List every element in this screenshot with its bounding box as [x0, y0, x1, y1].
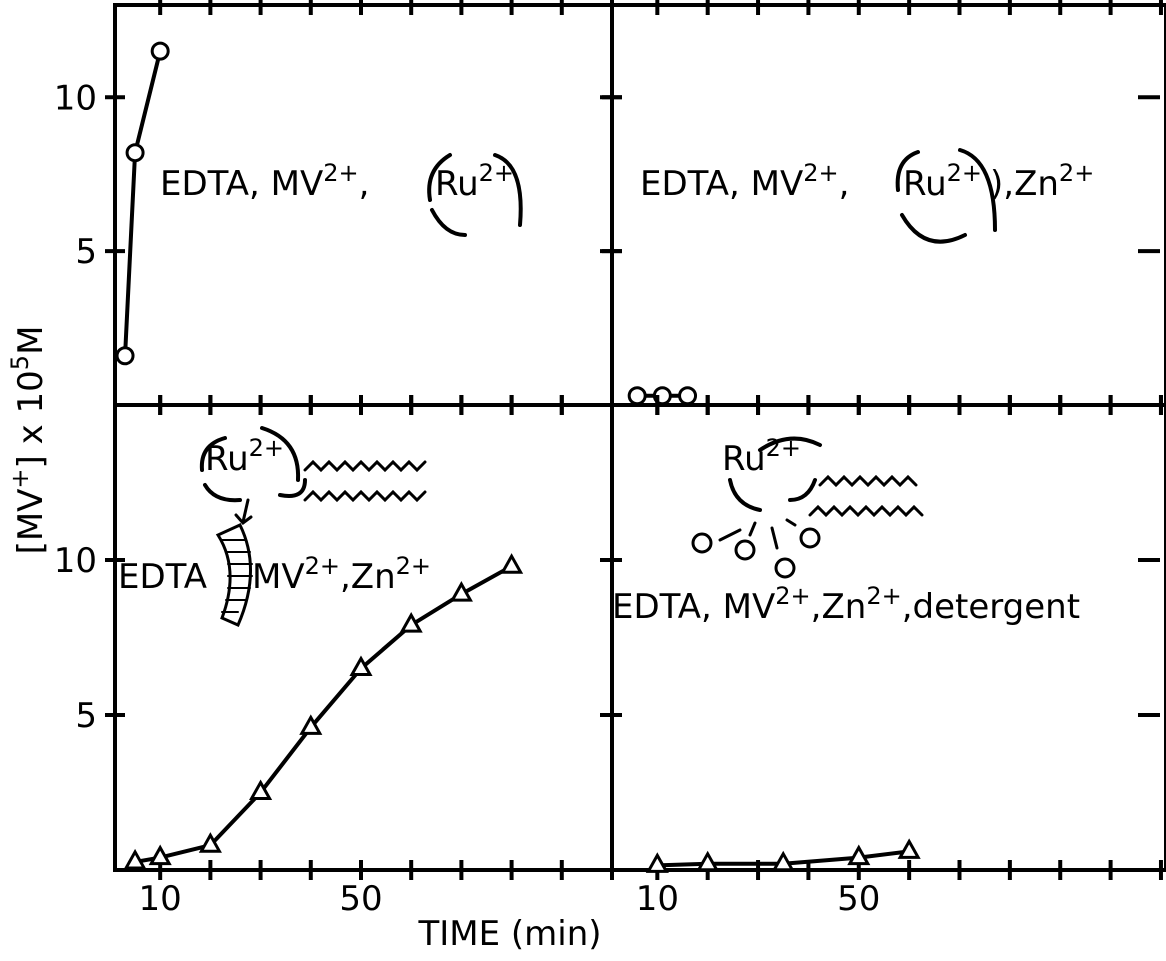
annotation-part: 2+	[775, 582, 810, 610]
data-point	[249, 779, 273, 800]
data-point	[349, 655, 373, 676]
annotation-part: EDTA, MV	[160, 164, 323, 204]
annotation-part: ,	[359, 164, 370, 204]
annotation-part: 2+	[866, 582, 901, 610]
annotation-part: EDTA, MV	[640, 164, 803, 204]
annotation-part: ,Zn	[811, 587, 867, 627]
annotation-part: Ru	[435, 164, 479, 204]
data-point	[299, 714, 323, 735]
data-line	[123, 50, 163, 356]
annotation-part: 2+	[803, 159, 838, 187]
annotation: EDTA	[118, 557, 207, 597]
x-axis-label: TIME (min)	[417, 914, 601, 954]
data-point	[771, 850, 795, 872]
y-axis-label-part: 5	[6, 355, 34, 370]
annotation-part: 2+	[1059, 159, 1094, 187]
annotation: Ru2+	[903, 159, 982, 204]
annotation: EDTA, MV2+,	[160, 159, 369, 204]
data-point	[115, 346, 135, 366]
y-tick-label: 10	[54, 78, 97, 118]
annotation-part: 2+	[479, 159, 514, 187]
decoration	[199, 148, 997, 627]
data-point	[847, 844, 871, 866]
y-tick-label: 10	[54, 541, 97, 581]
data-point	[125, 143, 145, 163]
x-tick-label: 10	[636, 879, 679, 919]
annotation: Ru2+	[205, 434, 284, 479]
data-point	[696, 850, 720, 872]
data-point	[678, 386, 698, 406]
x-tick-label: 10	[139, 879, 182, 919]
data-point	[198, 832, 222, 853]
y-axis-label: [MV+] x 105M	[6, 326, 51, 555]
y-tick-label: 5	[75, 232, 97, 272]
y-axis-label-part: M	[11, 326, 51, 355]
data-line	[134, 564, 513, 864]
annotation: ),Zn2+	[990, 159, 1094, 204]
annotation-part: ),Zn	[990, 164, 1059, 204]
data-point	[627, 386, 647, 406]
data-point	[645, 852, 669, 873]
annotation-part: EDTA	[118, 557, 207, 597]
annotation-part: Ru	[722, 439, 766, 479]
annotation-part: 2+	[305, 552, 340, 580]
y-axis-label-part: ] x 10	[11, 370, 51, 468]
data-point	[399, 612, 423, 633]
annotation: Ru2+	[722, 434, 801, 479]
data-point	[500, 553, 524, 574]
annotation: EDTA, MV2+,Zn2+,detergent	[612, 582, 1080, 627]
panel-frame	[113, 403, 614, 872]
panel-frame	[610, 3, 1166, 407]
x-tick-label: 50	[837, 879, 880, 919]
annotation-part: Ru	[903, 164, 947, 204]
annotation-part: 2+	[947, 159, 982, 187]
y-axis-label-part: [MV	[11, 489, 51, 555]
panel-frame	[610, 403, 1166, 872]
annotation: MV2+,Zn2+	[252, 552, 431, 597]
data-point	[150, 41, 170, 61]
annotation-part: MV	[252, 557, 305, 597]
annotation-part: ,	[839, 164, 850, 204]
annotation-part: 2+	[766, 434, 801, 462]
y-axis-label-part: +	[6, 468, 34, 488]
annotation-part: ,detergent	[902, 587, 1080, 627]
annotation: EDTA, MV2+,	[640, 159, 849, 204]
annotation-part: ,Zn	[340, 557, 396, 597]
data-point	[148, 844, 172, 866]
annotation-part: EDTA, MV	[612, 587, 775, 627]
x-tick-label: 50	[339, 879, 382, 919]
annotation-part: 2+	[396, 552, 431, 580]
annotation-part: Ru	[205, 439, 249, 479]
annotation: Ru2+	[435, 159, 514, 204]
annotation-part: 2+	[249, 434, 284, 462]
data-point	[123, 848, 147, 870]
y-tick-label: 5	[75, 696, 97, 736]
annotation-part: 2+	[323, 159, 358, 187]
panel-frame	[113, 3, 614, 407]
data-point	[449, 581, 473, 602]
data-point	[897, 838, 921, 859]
